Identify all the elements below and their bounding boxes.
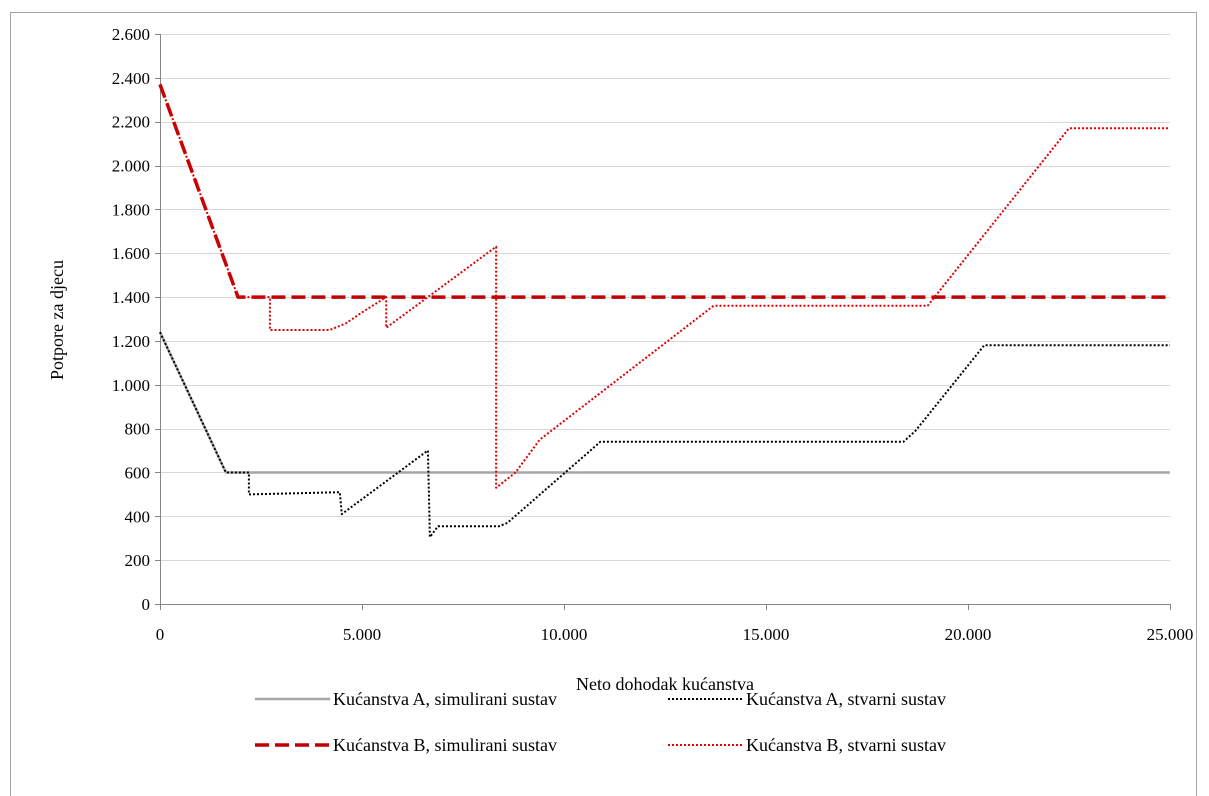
tick-labels: 0 200 400 600 800 1.000 1.200 1.400 1.600 1.800 2.… [112,25,1194,644]
y-tick-label: 2.400 [112,69,150,88]
axes [155,34,1171,610]
legend-label: Kućanstva B, simulirani sustav [333,735,557,755]
legend-label: Kućanstva A, stvarni sustav [746,689,946,709]
legend-item: Kućanstva B, stvarni sustav [668,735,946,755]
y-tick-label: 800 [125,420,151,439]
y-tick-label: 2.000 [112,157,150,176]
series-b-actual-line [159,84,1170,489]
x-tick-label: 0 [156,625,165,644]
legend-item: Kućanstva B, simulirani sustav [255,735,557,755]
series-b-simulated-line [158,83,1170,299]
y-tick-label: 1.800 [112,200,150,219]
legend-item: Kućanstva A, stvarni sustav [668,689,946,709]
x-tick-label: 15.000 [743,625,790,644]
y-axis-title: Potpore za djecu [47,260,67,380]
y-tick-label: 1.400 [112,288,150,307]
legend-label: Kućanstva A, simulirani sustav [333,689,557,709]
y-tick-label: 600 [125,463,151,482]
series-lines [158,83,1170,539]
y-tick-label: 1.600 [112,244,150,263]
y-tick-label: 2.200 [112,113,150,132]
legend-label: Kućanstva B, stvarni sustav [746,735,946,755]
y-tick-label: 0 [142,595,151,614]
y-tick-label: 400 [125,507,151,526]
x-tick-label: 25.000 [1147,625,1194,644]
y-tick-label: 2.600 [112,25,150,44]
x-tick-label: 10.000 [541,625,588,644]
x-axis-title: Neto dohodak kućanstva [576,674,754,694]
legend-item: Kućanstva A, simulirani sustav [255,689,557,709]
series-a-simulated-line [158,331,1170,474]
y-tick-label: 1.000 [112,376,150,395]
x-tick-label: 5.000 [343,625,381,644]
y-tick-label: 1.200 [112,332,150,351]
chart-frame [10,12,1197,796]
x-tick-label: 20.000 [945,625,992,644]
y-tick-label: 200 [125,551,151,570]
series-a-actual-line [159,331,1170,539]
legend: Kućanstva A, simulirani sustav Kućanstva … [255,689,946,755]
